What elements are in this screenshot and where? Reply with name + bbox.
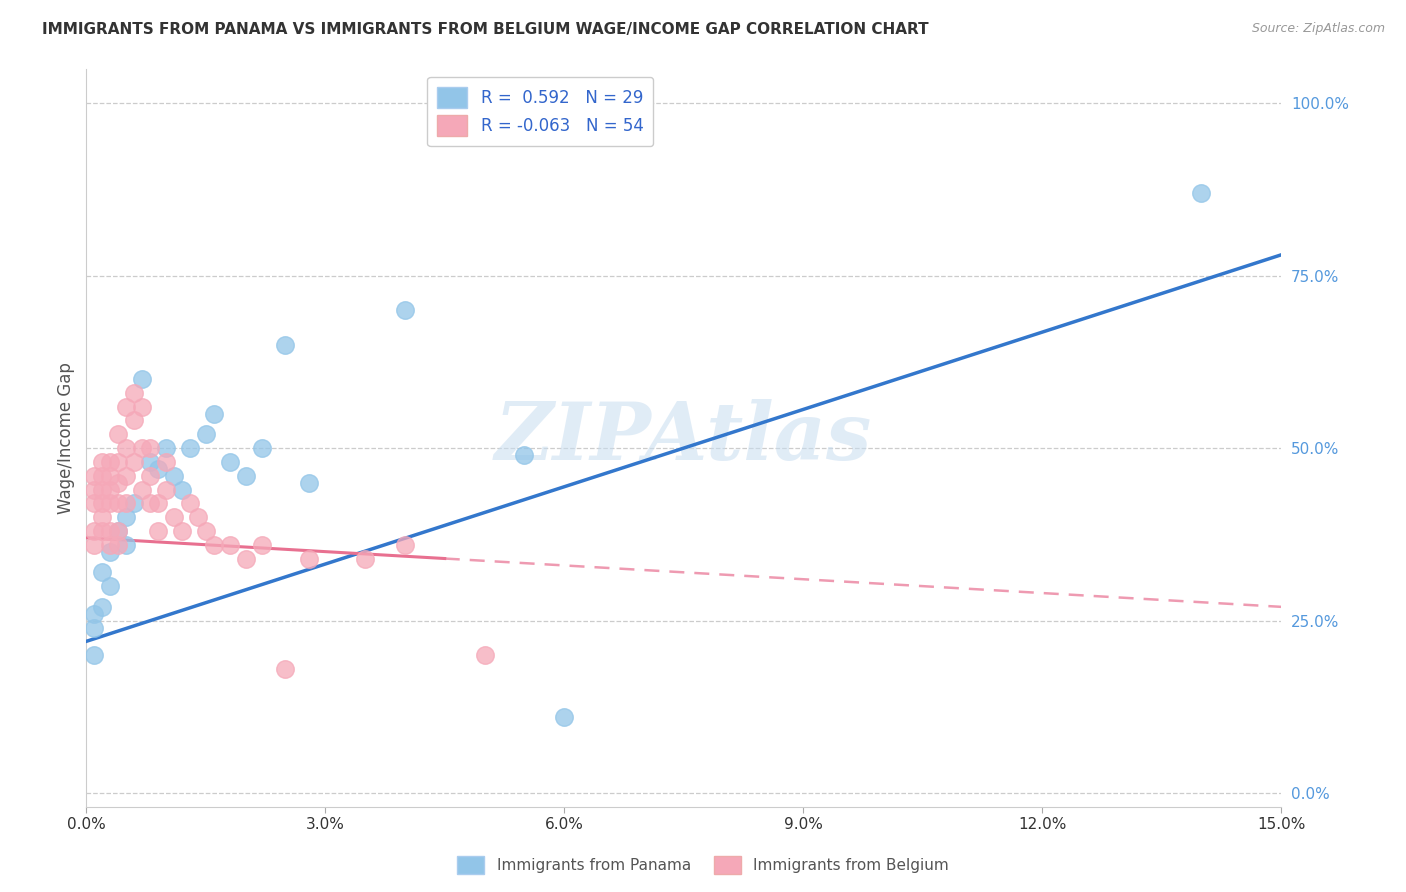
Y-axis label: Wage/Income Gap: Wage/Income Gap: [58, 362, 75, 514]
Point: [298, 475, 321, 490]
Point: [250, 538, 273, 552]
Point: [115, 400, 138, 414]
Point: [91, 510, 114, 524]
Point: [98, 483, 121, 497]
Point: [91, 566, 114, 580]
Point: [553, 710, 575, 724]
Point: [98, 468, 121, 483]
Point: [218, 538, 240, 552]
Point: [1191, 186, 1213, 200]
Point: [179, 441, 201, 455]
Point: [83, 496, 105, 510]
Point: [98, 579, 121, 593]
Point: [107, 427, 129, 442]
Point: [107, 455, 129, 469]
Point: [98, 544, 121, 558]
Point: [146, 496, 169, 510]
Point: [139, 468, 162, 483]
Point: [354, 551, 377, 566]
Point: [83, 468, 105, 483]
Point: [274, 662, 297, 676]
Point: [115, 510, 138, 524]
Point: [179, 496, 201, 510]
Point: [235, 551, 257, 566]
Point: [98, 455, 121, 469]
Point: [170, 483, 193, 497]
Point: [91, 483, 114, 497]
Text: ZIPAtlas: ZIPAtlas: [495, 399, 872, 476]
Point: [115, 468, 138, 483]
Point: [122, 413, 145, 427]
Point: [122, 455, 145, 469]
Point: [91, 599, 114, 614]
Point: [235, 468, 257, 483]
Point: [83, 483, 105, 497]
Point: [83, 538, 105, 552]
Point: [474, 648, 496, 662]
Point: [218, 455, 240, 469]
Point: [194, 524, 217, 538]
Point: [131, 400, 153, 414]
Point: [91, 468, 114, 483]
Point: [122, 385, 145, 400]
Point: [155, 441, 177, 455]
Point: [146, 524, 169, 538]
Point: [250, 441, 273, 455]
Text: Source: ZipAtlas.com: Source: ZipAtlas.com: [1251, 22, 1385, 36]
Point: [98, 524, 121, 538]
Point: [146, 462, 169, 476]
Legend: R =  0.592   N = 29, R = -0.063   N = 54: R = 0.592 N = 29, R = -0.063 N = 54: [427, 77, 654, 146]
Point: [298, 551, 321, 566]
Point: [394, 303, 416, 318]
Point: [170, 524, 193, 538]
Point: [394, 538, 416, 552]
Point: [107, 524, 129, 538]
Point: [83, 621, 105, 635]
Point: [274, 337, 297, 351]
Point: [131, 483, 153, 497]
Point: [139, 441, 162, 455]
Point: [513, 448, 536, 462]
Point: [107, 475, 129, 490]
Point: [115, 538, 138, 552]
Point: [139, 455, 162, 469]
Point: [115, 496, 138, 510]
Point: [107, 496, 129, 510]
Point: [91, 524, 114, 538]
Point: [202, 407, 225, 421]
Point: [139, 496, 162, 510]
Text: IMMIGRANTS FROM PANAMA VS IMMIGRANTS FROM BELGIUM WAGE/INCOME GAP CORRELATION CH: IMMIGRANTS FROM PANAMA VS IMMIGRANTS FRO…: [42, 22, 929, 37]
Point: [163, 468, 186, 483]
Point: [83, 524, 105, 538]
Point: [83, 607, 105, 621]
Point: [98, 496, 121, 510]
Point: [98, 538, 121, 552]
Point: [131, 441, 153, 455]
Point: [194, 427, 217, 442]
Point: [107, 524, 129, 538]
Legend: Immigrants from Panama, Immigrants from Belgium: Immigrants from Panama, Immigrants from …: [451, 850, 955, 880]
Point: [187, 510, 209, 524]
Point: [107, 538, 129, 552]
Point: [91, 496, 114, 510]
Point: [115, 441, 138, 455]
Point: [202, 538, 225, 552]
Point: [122, 496, 145, 510]
Point: [131, 372, 153, 386]
Point: [155, 455, 177, 469]
Point: [155, 483, 177, 497]
Point: [91, 455, 114, 469]
Point: [163, 510, 186, 524]
Point: [83, 648, 105, 662]
